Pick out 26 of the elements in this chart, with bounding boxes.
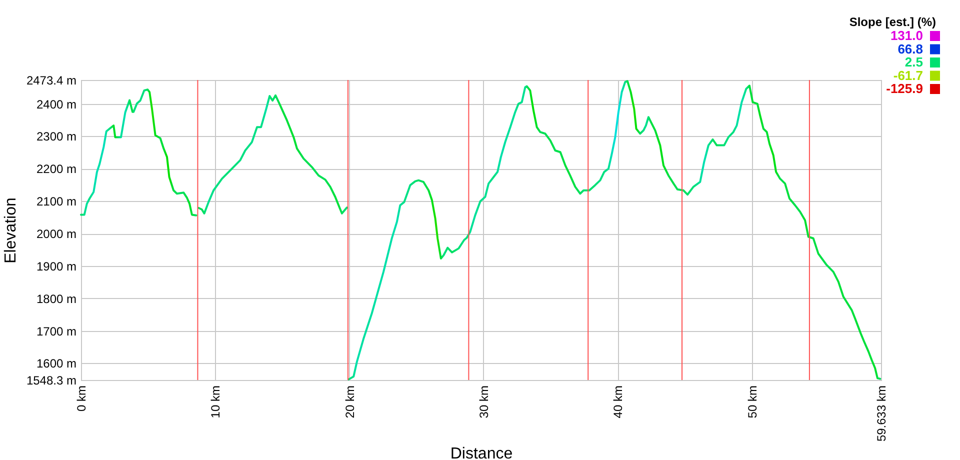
- y-tick-label: 1800 m: [36, 292, 76, 306]
- y-tick-label: 2200 m: [36, 162, 76, 176]
- x-tick-label: 20 km: [342, 386, 357, 418]
- y-tick-label: 2100 m: [36, 194, 76, 209]
- y-tick-label: 1548.3 m: [26, 374, 76, 388]
- y-tick-label: 2000 m: [36, 227, 76, 242]
- color-bar-label: -61.7: [893, 68, 923, 83]
- y-tick-label: 2400 m: [36, 97, 76, 112]
- legend-title: Slope [est.] (%): [849, 15, 936, 29]
- x-tick-label: 0 km: [74, 386, 88, 412]
- y-tick-label: 1900 m: [36, 259, 76, 274]
- color-bar-label: 66.8: [898, 41, 923, 56]
- x-tick-label: 50 km: [745, 386, 760, 418]
- x-tick-label: 59.633 km: [874, 386, 888, 442]
- x-tick-label: 40 km: [611, 386, 626, 418]
- y-tick-label: 2300 m: [36, 130, 76, 144]
- x-tick-label: 10 km: [208, 386, 223, 418]
- color-bar-label: -125.9: [886, 81, 923, 96]
- color-bar-label: 131.0: [890, 28, 923, 43]
- y-tick-label: 1600 m: [36, 356, 76, 371]
- color-bar-label: 2.5: [904, 54, 923, 70]
- y-tick-label: 1700 m: [36, 324, 76, 338]
- y-tick-label: 2473.4 m: [26, 74, 76, 88]
- y-axis-title: Elevation: [2, 198, 20, 264]
- x-tick-label: 30 km: [476, 386, 491, 418]
- x-axis-title: Distance: [450, 446, 513, 460]
